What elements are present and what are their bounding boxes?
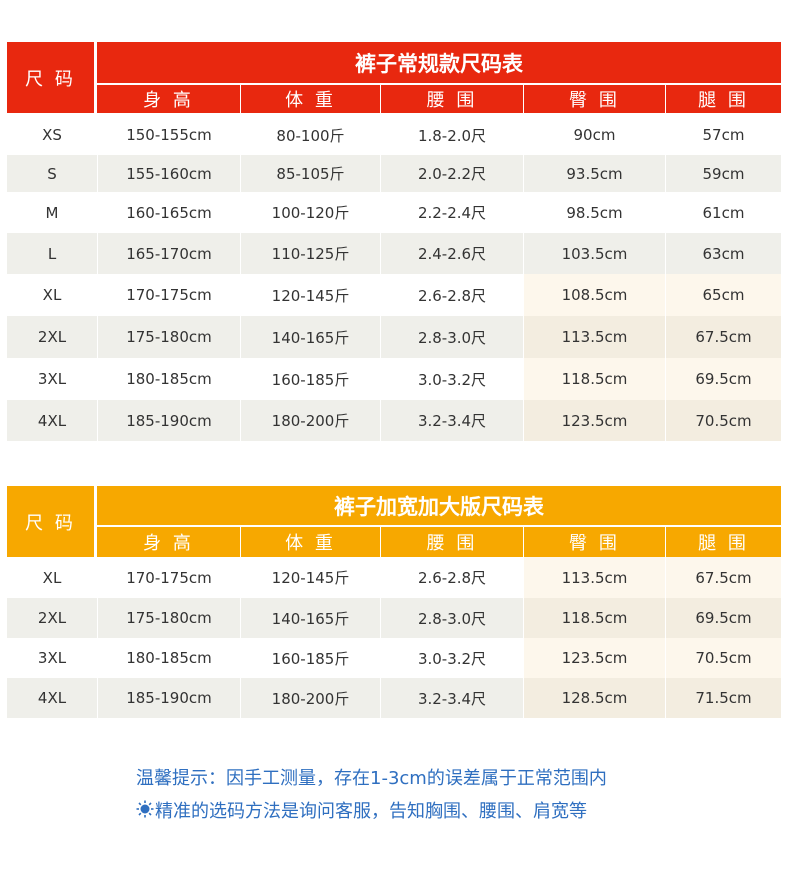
table-cell: 69.5cm [666, 598, 781, 638]
column-header: 腿 围 [666, 527, 781, 557]
table-cell: 120-145斤 [241, 274, 380, 316]
table-cell: 108.5cm [524, 274, 665, 316]
table-cell: 59cm [666, 155, 781, 192]
table-cell: 180-200斤 [241, 400, 380, 441]
size-cell: 2XL [7, 316, 97, 358]
note: 温馨提示：因手工测量，存在1-3cm的误差属于正常范围内 [136, 768, 607, 789]
table-cell: 120-145斤 [241, 557, 380, 598]
size-cell: M [7, 192, 97, 233]
table-title: 裤子常规款尺码表 [97, 42, 781, 83]
table-cell: 170-175cm [98, 557, 240, 598]
table-cell: 2.2-2.4尺 [381, 192, 523, 233]
column-header: 腰 围 [381, 527, 523, 557]
table-cell: 180-185cm [98, 358, 240, 400]
table-cell: 1.8-2.0尺 [381, 115, 523, 155]
size-cell: XL [7, 274, 97, 316]
size-cell: XS [7, 115, 97, 155]
table-cell: 93.5cm [524, 155, 665, 192]
table-cell: 110-125斤 [241, 233, 380, 274]
table-cell: 123.5cm [524, 638, 665, 678]
corner-header: 尺 码 [7, 486, 94, 557]
table-cell: 113.5cm [524, 557, 665, 598]
table-cell: 185-190cm [98, 678, 240, 718]
table-cell: 69.5cm [666, 358, 781, 400]
table-cell: 175-180cm [98, 598, 240, 638]
table-cell: 3.0-3.2尺 [381, 638, 523, 678]
table-cell: 180-200斤 [241, 678, 380, 718]
table-cell: 80-100斤 [241, 115, 380, 155]
table-cell: 155-160cm [98, 155, 240, 192]
size-cell: XL [7, 557, 97, 598]
table-cell: 175-180cm [98, 316, 240, 358]
table-cell: 180-185cm [98, 638, 240, 678]
size-cell: 3XL [7, 638, 97, 678]
column-header: 身 高 [97, 527, 240, 557]
table-cell: 2.0-2.2尺 [381, 155, 523, 192]
table-cell: 118.5cm [524, 358, 665, 400]
table-cell: 160-185斤 [241, 638, 380, 678]
table-cell: 3.0-3.2尺 [381, 358, 523, 400]
size-cell: 2XL [7, 598, 97, 638]
table-cell: 3.2-3.4尺 [381, 400, 523, 441]
column-header: 体 重 [241, 527, 380, 557]
table-cell: 118.5cm [524, 598, 665, 638]
size-cell: 3XL [7, 358, 97, 400]
table-cell: 128.5cm [524, 678, 665, 718]
column-header: 臀 围 [524, 527, 665, 557]
table-title: 裤子加宽加大版尺码表 [97, 486, 781, 525]
table-cell: 65cm [666, 274, 781, 316]
table-cell: 103.5cm [524, 233, 665, 274]
table-cell: 90cm [524, 115, 665, 155]
table-cell: 71.5cm [666, 678, 781, 718]
size-cell: L [7, 233, 97, 274]
corner-header: 尺 码 [7, 42, 94, 113]
table-cell: 2.8-3.0尺 [381, 316, 523, 358]
table-cell: 113.5cm [524, 316, 665, 358]
table-cell: 63cm [666, 233, 781, 274]
table-cell: 160-185斤 [241, 358, 380, 400]
table-cell: 2.4-2.6尺 [381, 233, 523, 274]
table-cell: 2.6-2.8尺 [381, 557, 523, 598]
table-cell: 70.5cm [666, 400, 781, 441]
size-cell: 4XL [7, 400, 97, 441]
column-header: 腿 围 [666, 85, 781, 113]
table-cell: 98.5cm [524, 192, 665, 233]
table-cell: 123.5cm [524, 400, 665, 441]
table-cell: 140-165斤 [241, 316, 380, 358]
table-cell: 57cm [666, 115, 781, 155]
sun-icon [136, 800, 154, 818]
table-cell: 185-190cm [98, 400, 240, 441]
column-header: 体 重 [241, 85, 380, 113]
column-header: 腰 围 [381, 85, 523, 113]
table-cell: 3.2-3.4尺 [381, 678, 523, 718]
table-cell: 150-155cm [98, 115, 240, 155]
table-cell: 61cm [666, 192, 781, 233]
table-cell: 2.6-2.8尺 [381, 274, 523, 316]
column-header: 身 高 [97, 85, 240, 113]
table-cell: 165-170cm [98, 233, 240, 274]
table-cell: 170-175cm [98, 274, 240, 316]
table-cell: 67.5cm [666, 557, 781, 598]
table-cell: 70.5cm [666, 638, 781, 678]
column-header: 臀 围 [524, 85, 665, 113]
table-cell: 140-165斤 [241, 598, 380, 638]
size-cell: S [7, 155, 97, 192]
table-cell: 100-120斤 [241, 192, 380, 233]
table-cell: 85-105斤 [241, 155, 380, 192]
table-cell: 160-165cm [98, 192, 240, 233]
table-cell: 67.5cm [666, 316, 781, 358]
note: 精准的选码方法是询问客服，告知胸围、腰围、肩宽等 [155, 801, 587, 822]
table-cell: 2.8-3.0尺 [381, 598, 523, 638]
size-cell: 4XL [7, 678, 97, 718]
